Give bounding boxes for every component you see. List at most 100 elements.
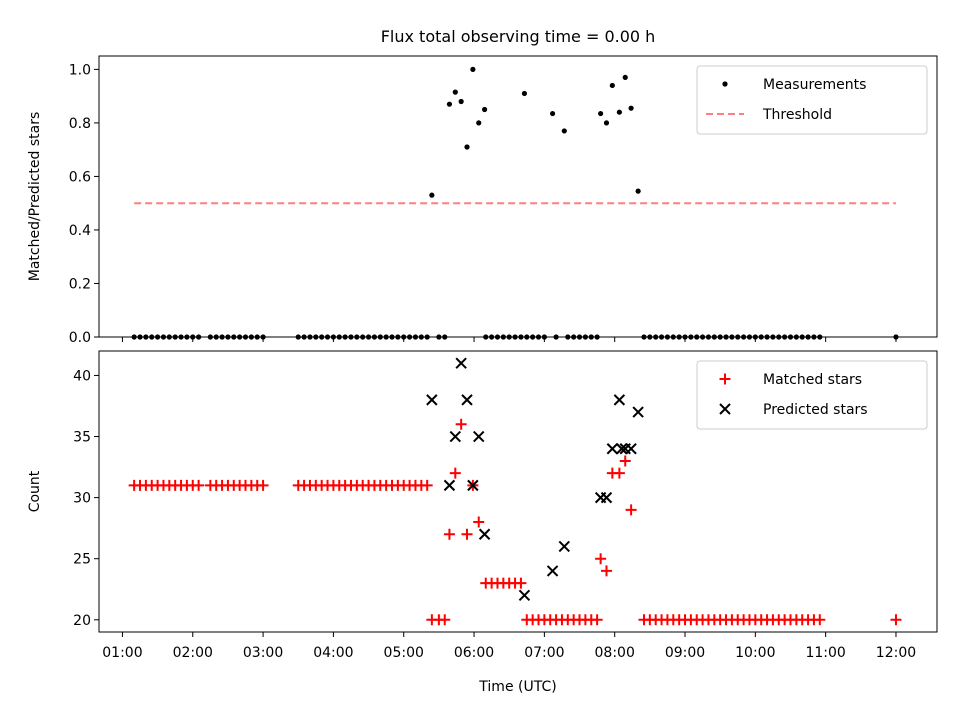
top-y-tick-label: 0.6 <box>69 169 91 185</box>
measurements-point <box>225 334 231 340</box>
measurements-point <box>319 334 325 340</box>
measurements-point <box>483 334 489 340</box>
threshold-legend-label: Threshold <box>762 107 832 123</box>
chart-title: Flux total observing time = 0.00 h <box>381 27 656 46</box>
measurements-point <box>160 334 167 340</box>
measurements-point <box>635 188 641 194</box>
measurements-point <box>682 334 688 340</box>
x-tick-label: 09:00 <box>665 645 705 661</box>
measurements-point <box>166 334 172 340</box>
matched-stars-point <box>515 577 527 589</box>
x-tick-label: 04:00 <box>313 645 353 661</box>
predicted-stars-point <box>473 430 485 443</box>
measurements-point <box>412 334 419 340</box>
predicted-stars-legend-marker <box>719 403 731 415</box>
measurements-point <box>494 334 501 340</box>
matched-stars-point <box>613 467 625 479</box>
measurements-point <box>805 334 811 340</box>
x-tick-label: 07:00 <box>524 645 564 661</box>
measurements-point <box>155 334 161 340</box>
measurements-point <box>446 101 453 107</box>
measurements-point <box>178 334 184 340</box>
measurements-point <box>521 90 528 97</box>
predicted-stars-point <box>478 528 491 540</box>
measurements-point <box>782 334 788 340</box>
measurements-point <box>342 334 348 340</box>
matched-stars-point <box>455 418 467 430</box>
measurements-point <box>464 144 470 150</box>
measurements-point <box>799 334 805 340</box>
measurements-point <box>237 334 243 340</box>
matched-stars-point <box>439 614 451 626</box>
measurements-point <box>207 334 213 340</box>
matched-stars-legend-marker <box>719 373 731 385</box>
measurements-point <box>699 334 706 340</box>
measurements-point <box>418 334 424 340</box>
predicted-stars-point <box>546 565 559 577</box>
matched-stars-point <box>595 553 607 565</box>
measurements-point <box>694 334 700 340</box>
measurements-point <box>705 334 712 340</box>
matched-stars-legend-label: Matched stars <box>763 372 862 388</box>
x-tick-label: 06:00 <box>454 645 494 661</box>
measurements-point <box>360 334 366 340</box>
count-panel: 20 25 30 35 40 01:00 02:00 03:00 04:00 05:00 06:00… <box>27 350 938 661</box>
measurements-point <box>770 334 776 340</box>
measurements-point <box>354 334 360 340</box>
measurements-point <box>565 334 571 340</box>
measurements-point <box>219 334 225 340</box>
measurements-point <box>571 334 577 340</box>
top-legend-box <box>696 65 928 135</box>
measurements-point <box>588 334 594 340</box>
measurements-point <box>688 334 694 340</box>
matched-stars-point <box>591 614 603 626</box>
measurements-point <box>377 334 383 340</box>
measurements-point <box>196 334 202 340</box>
bottom-legend-box <box>696 360 928 430</box>
measurements-point <box>741 334 747 340</box>
top-y-tick-label: 0.8 <box>69 116 91 132</box>
measurements-point <box>616 109 622 115</box>
measurements-point <box>248 334 254 340</box>
bottom-y-tick-label: 30 <box>73 491 91 507</box>
measurements-point <box>324 334 331 340</box>
matched-stars-point <box>257 479 269 491</box>
measurements-legend-label: Measurements <box>763 77 866 93</box>
measurements-point <box>401 334 407 340</box>
measurements-point <box>131 334 137 340</box>
measurements-point <box>598 110 604 117</box>
measurements-point <box>717 334 723 340</box>
measurements-point <box>746 334 753 340</box>
measurements-point <box>524 334 530 340</box>
bottom-y-axis-label: Count <box>27 470 43 512</box>
measurements-legend-marker <box>722 81 728 87</box>
measurements-point <box>254 334 260 340</box>
matched-stars-point <box>421 479 433 491</box>
measurements-point <box>213 334 219 340</box>
measurements-point <box>561 128 567 134</box>
x-tick-label: 05:00 <box>384 645 424 661</box>
measurements-point <box>711 334 717 340</box>
predicted-stars-point <box>632 406 644 418</box>
predicted-stars-point <box>518 589 531 602</box>
measurements-point <box>664 334 671 340</box>
matched-stars-point <box>449 467 461 479</box>
measurements-point <box>729 334 735 340</box>
matched-stars-point <box>814 614 826 626</box>
measurements-point <box>231 334 237 340</box>
x-tick-label: 02:00 <box>173 645 213 661</box>
bottom-y-tick-label: 25 <box>73 552 91 568</box>
measurements-point <box>436 334 442 340</box>
measurements-point <box>172 334 178 340</box>
measurements-point <box>506 334 512 340</box>
measurements-point <box>348 334 354 340</box>
measurements-point <box>489 334 495 340</box>
x-tick-label: 01:00 <box>102 645 142 661</box>
predicted-stars-legend-label: Predicted stars <box>763 402 868 418</box>
measurements-point <box>137 334 143 340</box>
measurements-point <box>658 334 665 340</box>
measurements-point <box>500 334 506 340</box>
measurements-point <box>429 192 435 198</box>
predicted-stars-point <box>426 394 438 406</box>
matched-stars-point <box>193 479 205 491</box>
